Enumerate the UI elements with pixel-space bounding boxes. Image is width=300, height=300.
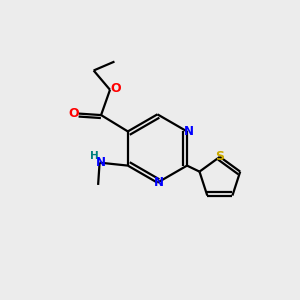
Text: H: H — [90, 151, 99, 161]
Text: N: N — [154, 176, 164, 189]
Text: S: S — [215, 150, 224, 163]
Text: O: O — [110, 82, 121, 95]
Text: N: N — [184, 125, 194, 138]
Text: N: N — [96, 156, 106, 169]
Text: O: O — [68, 107, 79, 120]
